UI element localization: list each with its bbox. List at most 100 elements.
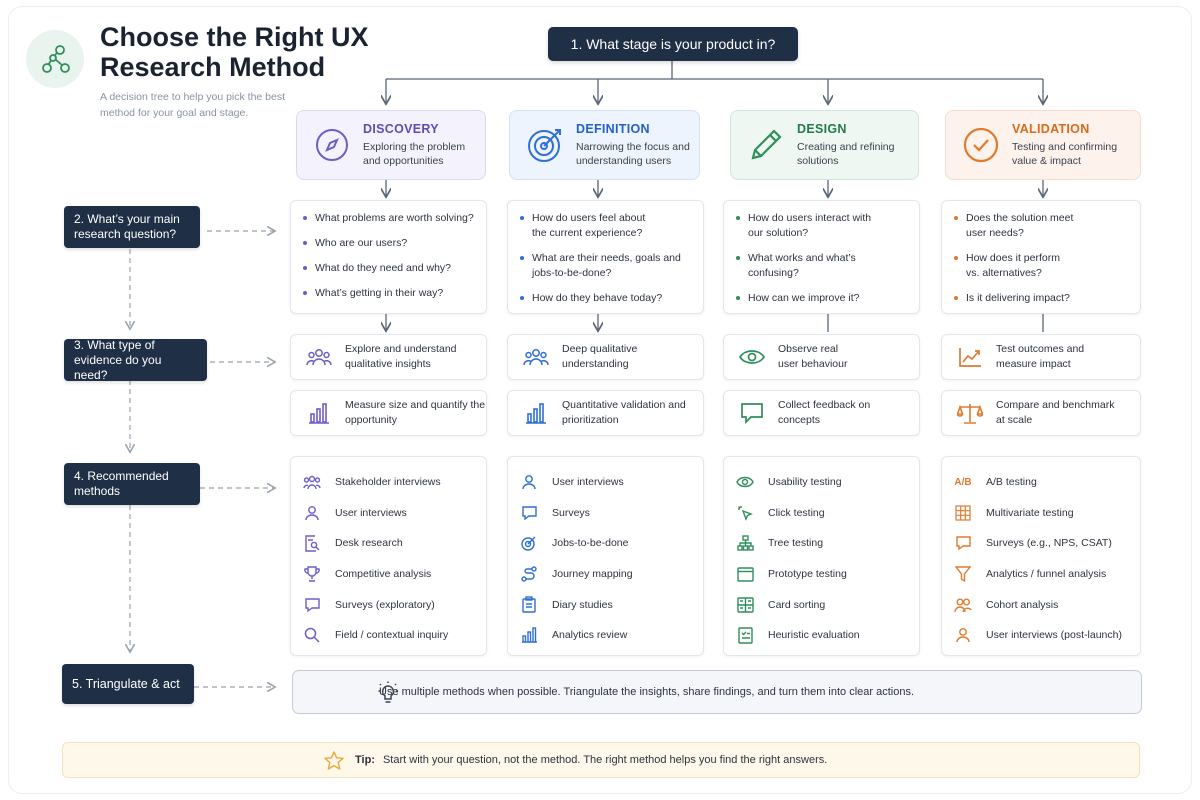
tip-banner: Tip: Start with your question, not the m… bbox=[62, 742, 1140, 778]
stage-desc-design: Creating and refining solutions bbox=[797, 141, 895, 167]
stage-desc-validation: Testing and confirming value & impact bbox=[1012, 141, 1118, 167]
method-item[interactable]: Desk research bbox=[303, 528, 486, 559]
method-item[interactable]: Analytics review bbox=[520, 620, 703, 651]
method-item[interactable]: User interviews bbox=[303, 498, 486, 529]
line-chart-icon bbox=[956, 346, 984, 368]
methods-card-discovery: Stakeholder interviews User interviews D… bbox=[290, 456, 487, 656]
page-title: Choose the Right UX Research Method bbox=[100, 22, 369, 82]
stage-card-definition[interactable]: DEFINITION Narrowing the focus and unders… bbox=[509, 110, 700, 180]
method-item[interactable]: Analytics / funnel analysis bbox=[954, 559, 1140, 590]
questions-card-design: How do users interact with our solution?… bbox=[723, 200, 920, 314]
cards-icon bbox=[736, 596, 754, 614]
method-item[interactable]: A/B A/B testing bbox=[954, 467, 1140, 498]
evidence-card-validation-2: Compare and benchmark at scale bbox=[941, 390, 1141, 436]
check-circle-icon bbox=[960, 124, 1002, 166]
stage-card-validation[interactable]: VALIDATION Testing and confirming value &… bbox=[945, 110, 1141, 180]
user-icon bbox=[303, 504, 321, 522]
star-icon bbox=[324, 751, 344, 773]
stage-name-design: DESIGN bbox=[797, 122, 847, 136]
method-item[interactable]: User interviews bbox=[520, 467, 703, 498]
group-icon bbox=[954, 596, 972, 614]
stage-name-discovery: DISCOVERY bbox=[363, 122, 439, 136]
method-item[interactable]: Competitive analysis bbox=[303, 559, 486, 590]
method-item[interactable]: Tree testing bbox=[736, 528, 919, 559]
method-item[interactable]: Surveys bbox=[520, 498, 703, 529]
eye-icon bbox=[736, 473, 754, 491]
search-icon bbox=[303, 626, 321, 644]
method-item[interactable]: Heuristic evaluation bbox=[736, 620, 919, 651]
stage-desc-discovery: Exploring the problem and opportunities bbox=[363, 141, 466, 167]
evidence-card-definition-2: Quantitative validation and prioritizati… bbox=[507, 390, 704, 436]
group-icon bbox=[303, 473, 321, 491]
questions-card-validation: Does the solution meet user needs? How d… bbox=[941, 200, 1141, 314]
evidence-card-discovery-1: Explore and understand qualitative insig… bbox=[290, 334, 487, 380]
route-icon bbox=[520, 565, 538, 583]
method-item[interactable]: Click testing bbox=[736, 498, 919, 529]
chat-icon bbox=[954, 534, 972, 552]
method-item[interactable]: Field / contextual inquiry bbox=[303, 620, 486, 651]
method-item[interactable]: Diary studies bbox=[520, 589, 703, 620]
chat-icon bbox=[520, 504, 538, 522]
user-icon bbox=[520, 473, 538, 491]
eye-icon bbox=[738, 346, 766, 368]
method-item[interactable]: Surveys (e.g., NPS, CSAT) bbox=[954, 528, 1140, 559]
target-icon bbox=[520, 534, 538, 552]
method-item[interactable]: Jobs-to-be-done bbox=[520, 528, 703, 559]
method-item[interactable]: Prototype testing bbox=[736, 559, 919, 590]
step-2-question: 2. What’s your main research question? bbox=[64, 206, 200, 248]
step-4-question: 4. Recommended methods bbox=[64, 463, 200, 505]
chat-icon bbox=[738, 402, 766, 424]
people-icon bbox=[522, 346, 550, 368]
question-item: Does the solution meet user needs? bbox=[952, 211, 1140, 241]
question-item: What do they need and why? bbox=[301, 261, 486, 276]
question-item: How do users feel about the current expe… bbox=[518, 211, 703, 241]
decision-tree-icon bbox=[26, 30, 84, 88]
method-item[interactable]: Stakeholder interviews bbox=[303, 467, 486, 498]
cursor-click-icon bbox=[736, 504, 754, 522]
question-item: What’s getting in their way? bbox=[301, 286, 486, 301]
grid-icon bbox=[954, 504, 972, 522]
bar-chart-icon bbox=[520, 626, 538, 644]
step-3-question: 3. What type of evidence do you need? bbox=[64, 338, 207, 382]
question-item: What are their needs, goals and jobs-to-… bbox=[518, 251, 703, 281]
evidence-card-design-2: Collect feedback on concepts bbox=[723, 390, 920, 436]
step-5-question: 5. Triangulate & act bbox=[62, 664, 194, 704]
method-item[interactable]: User interviews (post-launch) bbox=[954, 620, 1140, 651]
step-1-question: 1. What stage is your product in? bbox=[548, 27, 798, 61]
question-item: Is it delivering impact? bbox=[952, 291, 1140, 306]
methods-card-design: Usability testing Click testing Tree tes… bbox=[723, 456, 920, 656]
compass-icon bbox=[311, 124, 353, 166]
funnel-icon bbox=[954, 565, 972, 583]
trophy-icon bbox=[303, 565, 321, 583]
method-item[interactable]: Card sorting bbox=[736, 589, 919, 620]
evidence-card-design-1: Observe real user behaviour bbox=[723, 334, 920, 380]
ab-icon: A/B bbox=[954, 476, 972, 488]
stage-desc-definition: Narrowing the focus and understanding us… bbox=[576, 141, 690, 167]
stage-card-design[interactable]: DESIGN Creating and refining solutions bbox=[730, 110, 919, 180]
tip-label: Tip: bbox=[355, 754, 375, 766]
target-icon bbox=[524, 124, 566, 166]
questions-card-discovery: What problems are worth solving? Who are… bbox=[290, 200, 487, 314]
people-icon bbox=[305, 346, 333, 368]
evidence-card-discovery-2: Measure size and quantify the opportunit… bbox=[290, 390, 487, 436]
scale-icon bbox=[956, 402, 984, 424]
question-item: How can we improve it? bbox=[734, 291, 919, 306]
method-item[interactable]: Usability testing bbox=[736, 467, 919, 498]
question-item: How do they behave today? bbox=[518, 291, 703, 306]
method-item[interactable]: Journey mapping bbox=[520, 559, 703, 590]
methods-card-validation: A/B A/B testing Multivariate testing Surv… bbox=[941, 456, 1141, 656]
page-subtitle: A decision tree to help you pick the bes… bbox=[100, 91, 286, 119]
lightbulb-icon bbox=[378, 681, 398, 708]
bar-chart-icon bbox=[522, 402, 550, 424]
user-icon bbox=[954, 626, 972, 644]
question-item: What problems are worth solving? bbox=[301, 211, 486, 226]
method-item[interactable]: Cohort analysis bbox=[954, 589, 1140, 620]
tip-text: Start with your question, not the method… bbox=[382, 754, 828, 766]
question-item: How does it perform vs. alternatives? bbox=[952, 251, 1140, 281]
chat-icon bbox=[303, 596, 321, 614]
method-item[interactable]: Multivariate testing bbox=[954, 498, 1140, 529]
method-item[interactable]: Surveys (exploratory) bbox=[303, 589, 486, 620]
stage-card-discovery[interactable]: DISCOVERY Exploring the problem and oppor… bbox=[296, 110, 486, 180]
triangulate-banner: Use multiple methods when possible. Tria… bbox=[292, 670, 1142, 714]
evidence-card-validation-1: Test outcomes and measure impact bbox=[941, 334, 1141, 380]
